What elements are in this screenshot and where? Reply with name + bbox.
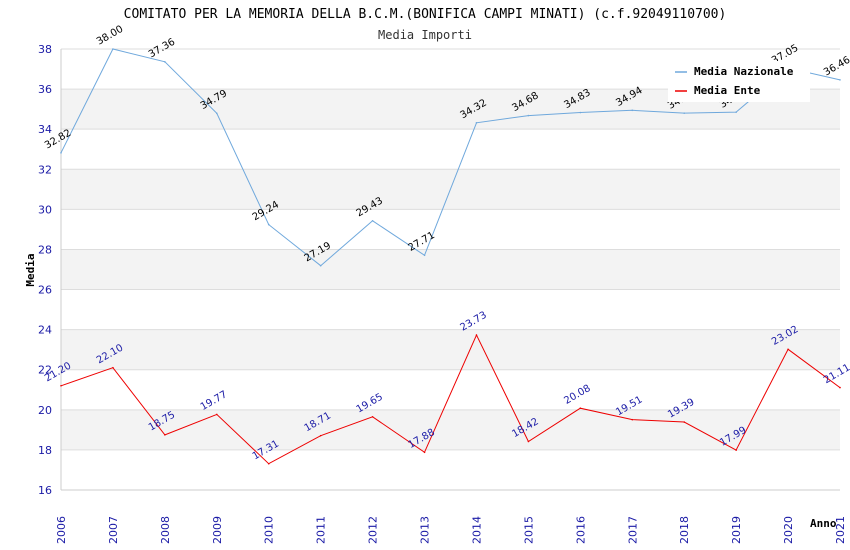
x-tick-label: 2007 xyxy=(107,516,120,544)
data-label: 37.36 xyxy=(147,37,177,61)
data-point xyxy=(631,418,634,421)
x-tick-label: 2015 xyxy=(522,516,535,544)
data-point xyxy=(631,109,634,112)
x-tick-label: 2020 xyxy=(782,516,795,544)
x-tick-label: 2009 xyxy=(211,516,224,544)
x-tick-label: 2018 xyxy=(678,516,691,544)
data-point xyxy=(164,61,166,63)
axes xyxy=(60,49,840,491)
x-tick-label: 2013 xyxy=(419,516,432,544)
series-line-ente xyxy=(60,333,841,465)
series-lines xyxy=(60,48,841,465)
x-tick-label: 2010 xyxy=(263,516,276,544)
data-point xyxy=(527,114,530,117)
grid-bands xyxy=(61,89,840,450)
y-tick-label: 22 xyxy=(38,364,52,377)
data-point xyxy=(216,413,218,416)
x-tick-label: 2016 xyxy=(574,516,587,544)
data-point xyxy=(267,223,270,226)
x-axis-title: Anno xyxy=(810,517,837,530)
x-tick-label: 2011 xyxy=(315,516,328,544)
data-point xyxy=(60,384,62,387)
chart-subtitle: Media Importi xyxy=(378,28,472,42)
grid-band xyxy=(61,329,840,370)
data-point xyxy=(319,434,322,437)
y-tick-label: 18 xyxy=(38,444,52,457)
x-axis-ticks: 2006 2007 2008 2009 2010 2011 2012 2013 2014 2015… xyxy=(55,516,847,544)
data-point xyxy=(216,112,218,115)
data-point xyxy=(527,440,530,443)
y-tick-label: 26 xyxy=(38,284,52,297)
data-point xyxy=(112,366,114,369)
data-point xyxy=(423,451,426,454)
data-label: 38.00 xyxy=(95,24,125,48)
data-point xyxy=(164,434,166,436)
y-tick-label: 32 xyxy=(38,163,52,176)
data-point xyxy=(839,79,841,81)
data-point xyxy=(683,421,685,423)
data-point xyxy=(371,416,374,418)
legend-box xyxy=(668,61,810,102)
data-point xyxy=(579,111,582,114)
x-tick-label: 2006 xyxy=(55,516,68,544)
grid-band xyxy=(61,409,840,450)
data-point xyxy=(371,219,374,222)
data-label: 20.08 xyxy=(562,383,592,407)
data-point xyxy=(60,152,62,154)
data-point xyxy=(839,386,841,389)
x-tick-label: 2014 xyxy=(470,516,483,544)
y-tick-label: 30 xyxy=(38,203,52,216)
data-point xyxy=(475,121,478,124)
x-tick-label: 2012 xyxy=(367,516,380,544)
grid-band xyxy=(61,249,840,290)
y-axis-title: Media xyxy=(24,253,37,286)
x-tick-label: 2021 xyxy=(834,516,847,544)
x-tick-label: 2019 xyxy=(730,516,743,544)
y-tick-label: 16 xyxy=(38,484,52,497)
x-tick-label: 2017 xyxy=(626,516,639,544)
y-tick-label: 34 xyxy=(38,123,52,136)
y-axis-ticks: 16 18 20 22 24 26 28 30 32 34 36 38 xyxy=(38,43,52,497)
legend: Media Nazionale Media Ente xyxy=(668,61,810,102)
y-tick-label: 20 xyxy=(38,404,52,417)
legend-label-nazionale: Media Nazionale xyxy=(694,65,794,78)
data-point xyxy=(319,264,322,267)
data-point xyxy=(475,334,478,336)
data-label: 36.46 xyxy=(822,55,850,79)
y-tick-label: 36 xyxy=(38,83,52,96)
y-tick-label: 24 xyxy=(38,324,52,337)
data-point xyxy=(112,48,114,50)
data-point xyxy=(735,111,737,113)
data-point xyxy=(787,348,789,351)
data-point xyxy=(683,112,685,114)
legend-label-ente: Media Ente xyxy=(694,84,761,97)
grid-lines xyxy=(61,48,840,491)
series-line-nazionale xyxy=(60,48,841,267)
chart-title: COMITATO PER LA MEMORIA DELLA B.C.M.(BON… xyxy=(124,7,727,22)
data-point xyxy=(423,254,426,257)
y-tick-label: 28 xyxy=(38,243,52,256)
data-point xyxy=(735,449,737,451)
data-point xyxy=(267,462,270,465)
x-tick-label: 2008 xyxy=(159,516,172,544)
data-point xyxy=(579,407,582,410)
y-tick-label: 38 xyxy=(38,43,52,56)
